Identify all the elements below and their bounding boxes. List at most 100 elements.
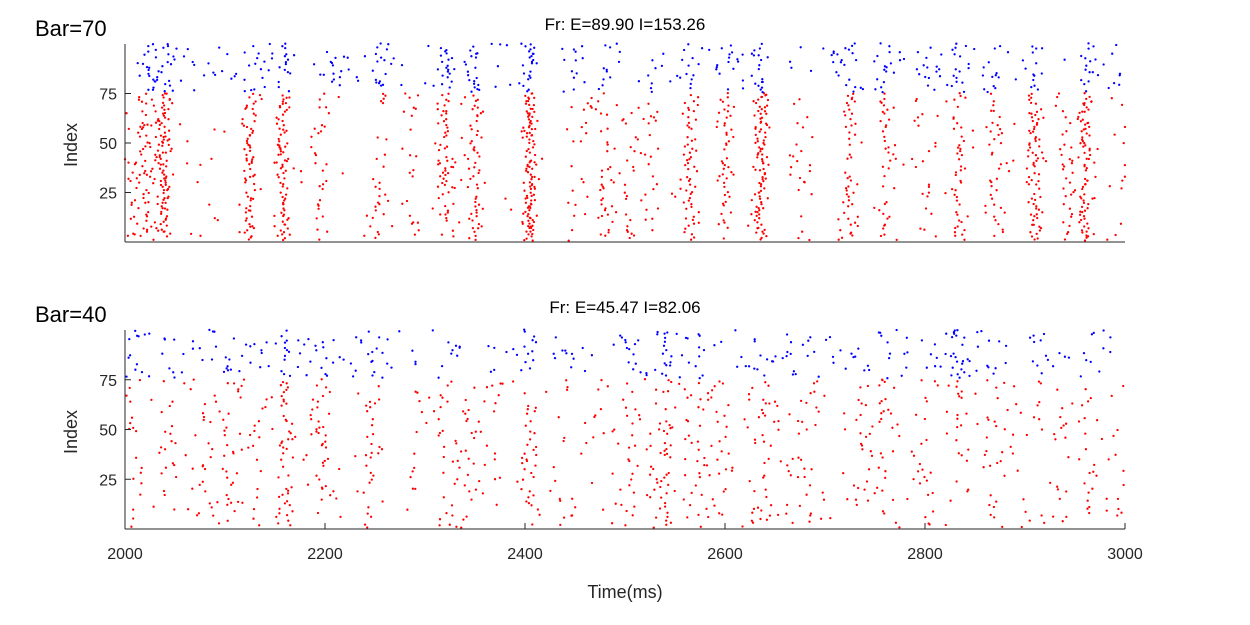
excitatory-spike [289, 432, 292, 435]
excitatory-spike [282, 398, 285, 401]
inhibitory-spike [876, 54, 879, 58]
inhibitory-spike [447, 58, 450, 61]
excitatory-spike [758, 105, 761, 108]
inhibitory-spike [283, 346, 287, 350]
inhibitory-spike [956, 329, 959, 332]
inhibitory-spike [925, 366, 928, 369]
excitatory-spike [451, 165, 455, 169]
excitatory-spike [950, 187, 954, 191]
excitatory-spike [663, 441, 667, 445]
excitatory-spike [1053, 432, 1056, 436]
excitatory-spike [406, 508, 409, 511]
inhibitory-spike [583, 81, 586, 84]
inhibitory-spike [493, 368, 496, 372]
inhibitory-spike [505, 350, 508, 354]
excitatory-spike [166, 139, 169, 142]
excitatory-spike [369, 456, 372, 459]
excitatory-spike [281, 165, 284, 168]
excitatory-spike [879, 100, 882, 103]
excitatory-spike [286, 187, 289, 190]
excitatory-spike [178, 123, 182, 126]
excitatory-spike [1081, 210, 1084, 214]
excitatory-spike [523, 238, 526, 242]
excitatory-spike [284, 145, 287, 148]
inhibitory-spike [916, 50, 920, 54]
excitatory-spike [531, 224, 534, 227]
excitatory-spike [474, 99, 478, 103]
excitatory-spike [954, 189, 957, 192]
excitatory-spike [916, 470, 920, 473]
excitatory-spike [226, 443, 229, 447]
excitatory-spike [758, 197, 762, 200]
excitatory-spike [282, 151, 285, 154]
inhibitory-spike [1032, 73, 1035, 76]
excitatory-spike [894, 157, 897, 160]
excitatory-spike [708, 474, 711, 477]
inhibitory-spike [466, 74, 470, 77]
excitatory-spike [521, 220, 524, 224]
excitatory-spike [529, 185, 532, 188]
excitatory-spike [530, 194, 533, 198]
excitatory-spike [170, 147, 173, 150]
inhibitory-spike [198, 347, 201, 350]
excitatory-spike [898, 526, 901, 529]
inhibitory-spike [632, 368, 635, 371]
excitatory-spike [574, 506, 577, 509]
inhibitory-spike [524, 45, 527, 48]
excitatory-spike [530, 183, 534, 186]
excitatory-spike [445, 118, 448, 121]
inhibitory-spike [509, 83, 512, 86]
excitatory-spike [722, 167, 725, 170]
excitatory-spike [762, 476, 765, 479]
excitatory-spike [719, 98, 722, 101]
excitatory-spike [934, 235, 937, 238]
excitatory-spike [1088, 95, 1091, 99]
excitatory-spike [282, 207, 285, 210]
excitatory-spike [687, 434, 691, 437]
excitatory-spike [226, 476, 229, 479]
excitatory-spike [864, 403, 868, 407]
excitatory-spike [443, 135, 446, 139]
excitatory-spike [467, 408, 470, 412]
excitatory-spike [466, 473, 470, 477]
excitatory-spike [162, 191, 165, 195]
excitatory-spike [321, 215, 324, 218]
inhibitory-spike [1058, 351, 1061, 355]
excitatory-spike [318, 98, 321, 101]
inhibitory-spike [883, 68, 886, 71]
excitatory-spike [245, 104, 249, 107]
excitatory-spike [451, 186, 454, 189]
excitatory-spike [756, 140, 759, 143]
excitatory-spike [894, 521, 898, 524]
excitatory-spike [470, 212, 473, 216]
inhibitory-spike [125, 375, 128, 378]
inhibitory-spike [1031, 51, 1034, 54]
excitatory-spike [654, 402, 658, 405]
excitatory-spike [994, 219, 997, 222]
excitatory-spike [475, 211, 478, 214]
excitatory-spike [1035, 159, 1038, 162]
excitatory-spike [256, 487, 259, 491]
excitatory-spike [959, 165, 963, 168]
inhibitory-spike [883, 65, 887, 68]
excitatory-spike [997, 167, 1001, 170]
excitatory-spike [748, 479, 751, 483]
excitatory-spike [632, 234, 636, 237]
excitatory-spike [197, 512, 201, 515]
excitatory-spike [1084, 183, 1087, 186]
excitatory-spike [144, 113, 148, 117]
excitatory-spike [1105, 497, 1108, 500]
excitatory-spike [275, 161, 278, 164]
excitatory-spike [467, 457, 470, 460]
inhibitory-spike [987, 366, 990, 369]
excitatory-spike [372, 177, 375, 181]
spike-layer-bottom [125, 328, 1125, 529]
excitatory-spike [649, 465, 653, 468]
excitatory-spike [955, 385, 958, 388]
excitatory-spike [683, 101, 687, 105]
excitatory-spike [493, 458, 496, 461]
inhibitory-spike [844, 47, 847, 50]
excitatory-spike [1120, 187, 1123, 190]
inhibitory-spike [1112, 81, 1116, 85]
